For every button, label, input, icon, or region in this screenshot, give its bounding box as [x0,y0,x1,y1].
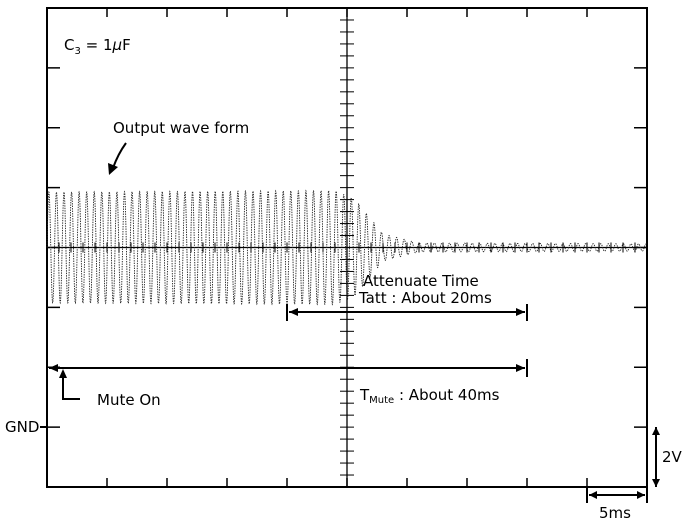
mute-arrow-head-end [516,364,525,372]
mute-arrow-head-start [49,364,58,372]
volts-scale-label: 2V [662,448,683,466]
grid-ticks [46,7,648,488]
output-wave-arrowhead [108,163,118,175]
attenuate-arrow-head-end [516,308,525,316]
volts-scale-marker [652,427,660,487]
attenuate-range-arrow [286,304,528,321]
tatt-label: Tatt : About 20ms [358,289,492,307]
mute-on-label: Mute On [97,391,161,409]
capacitor-label: C3 = 1μF [64,36,131,57]
gnd-label: GND [5,418,39,436]
output-wave-arrow [112,142,127,169]
waveform-trace [46,189,648,306]
output-wave-label: Output wave form [113,119,249,137]
mute-on-marker [62,374,80,400]
time-scale-label: 5ms [599,504,631,522]
mute-range-arrow [46,359,528,377]
time-scale-marker [586,487,648,503]
t-mute-label: TMute : About 40ms [359,386,500,406]
attenuate-arrow-head-start [289,308,298,316]
output-waveform [46,189,648,306]
attenuate-time-label: Attenuate Time [363,272,479,290]
mute-on-arrowhead [59,369,67,378]
